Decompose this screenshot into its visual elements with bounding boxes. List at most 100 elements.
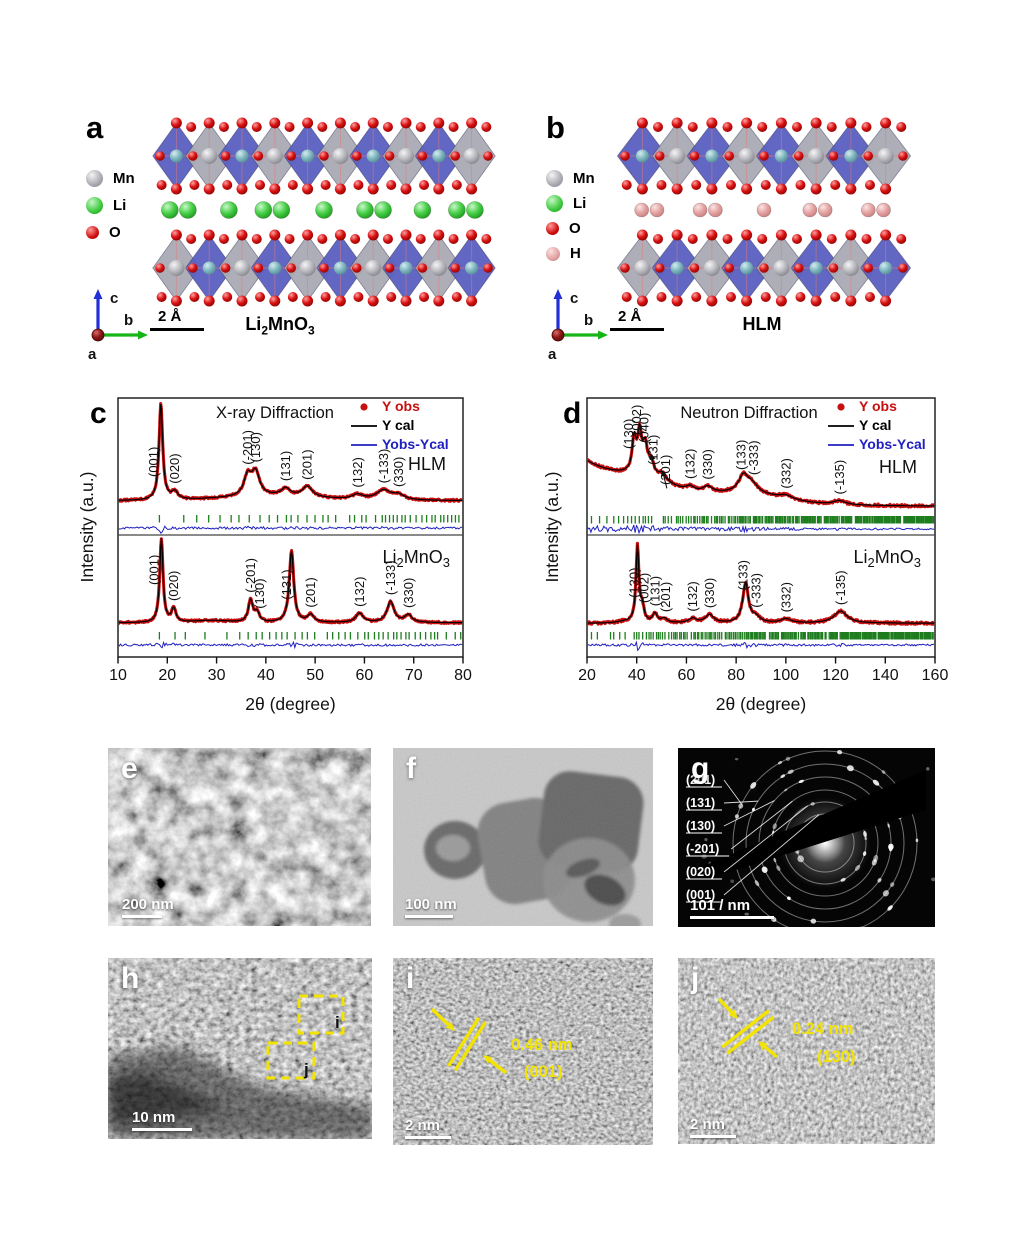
svg-text:i: i: [335, 1013, 340, 1032]
panel-e-sem-image: e 200 nm: [108, 748, 371, 926]
panel-a-scalebar: 2 Å: [150, 308, 204, 331]
svg-text:Y obs: Y obs: [382, 398, 420, 414]
svg-text:80: 80: [454, 667, 472, 684]
svg-text:(332): (332): [778, 458, 793, 488]
svg-text:40: 40: [628, 667, 646, 684]
li-sphere-icon: [86, 197, 103, 214]
panel-i-letter: i: [406, 962, 415, 995]
scalebar-bar: [150, 328, 204, 331]
svg-text:60: 60: [678, 667, 696, 684]
svg-text:(-135): (-135): [832, 460, 847, 495]
svg-text:(130): (130): [817, 1048, 856, 1066]
svg-text:Intensity (a.u.): Intensity (a.u.): [543, 472, 562, 583]
panel-j-letter: j: [691, 962, 700, 995]
svg-text:(132): (132): [683, 449, 698, 479]
svg-text:140: 140: [872, 667, 899, 684]
panel-b-scalebar: 2 Å: [610, 308, 664, 331]
scalebar-bar: [132, 1127, 192, 1131]
svg-text:X-ray Diffraction: X-ray Diffraction: [216, 404, 334, 422]
panel-b-letter: b: [546, 110, 565, 145]
svg-text:(-201): (-201): [240, 430, 255, 465]
panel-a-legend: Mn Li O: [86, 170, 135, 241]
svg-text:100: 100: [773, 667, 800, 684]
scalebar-bar: [690, 1134, 736, 1138]
panel-a-letter: a: [86, 110, 104, 145]
svg-text:160: 160: [922, 667, 949, 684]
svg-text:(201): (201): [300, 449, 315, 479]
legend-label-mn: Mn: [573, 170, 595, 187]
svg-text:80: 80: [727, 667, 745, 684]
svg-text:(020): (020): [166, 571, 181, 601]
svg-text:(201): (201): [686, 773, 715, 787]
svg-text:(131): (131): [279, 569, 294, 599]
svg-text:(130): (130): [627, 568, 642, 598]
mn-sphere-icon: [546, 170, 563, 187]
panel-a-caption: Li2MnO3: [245, 314, 315, 338]
legend-item-li: Li: [86, 197, 135, 214]
legend-item-h: H: [546, 245, 595, 262]
panel-e-scalebar: 200 nm: [122, 896, 174, 918]
svg-text:(133): (133): [734, 440, 749, 470]
svg-text:(001): (001): [146, 555, 161, 585]
scalebar-label: 100 nm: [405, 895, 457, 913]
scalebar-bar: [122, 914, 162, 918]
svg-text:40: 40: [257, 667, 275, 684]
o-sphere-icon: [86, 226, 99, 239]
sem-texture: [108, 748, 371, 926]
panel-g-saed-pattern: (201) (131) (130) (-201) (020) (001) g 101 / …: [678, 748, 935, 927]
svg-text:(-333): (-333): [749, 573, 764, 608]
svg-text:30: 30: [208, 667, 226, 684]
tem-particles: [393, 748, 653, 926]
svg-text:2θ (degree): 2θ (degree): [716, 694, 806, 714]
legend-item-li: Li: [546, 195, 595, 212]
svg-text:Li2MnO3: Li2MnO3: [383, 547, 450, 570]
svg-text:10: 10: [109, 667, 127, 684]
svg-text:120: 120: [822, 667, 849, 684]
svg-text:(330): (330): [391, 457, 406, 487]
svg-text:HLM: HLM: [879, 457, 917, 477]
svg-text:(131): (131): [647, 576, 662, 606]
svg-text:(001): (001): [686, 888, 715, 902]
svg-text:Yobs-Ycal: Yobs-Ycal: [382, 436, 449, 452]
panel-i-hrtem-lattice: 0.46 nm (001) i 2 nm: [393, 958, 653, 1145]
svg-text:j: j: [303, 1060, 309, 1079]
legend-label-li: Li: [113, 197, 127, 214]
svg-text:(131): (131): [646, 435, 661, 465]
panel-h-letter: h: [121, 962, 140, 995]
svg-text:(130): (130): [621, 419, 636, 449]
svg-text:(332): (332): [778, 582, 793, 612]
svg-text:(130): (130): [248, 432, 263, 462]
svg-text:d: d: [563, 397, 581, 430]
svg-text:HLM: HLM: [408, 454, 446, 474]
scalebar-bar: [405, 1135, 451, 1139]
svg-text:b: b: [124, 312, 133, 329]
scalebar-bar: [690, 915, 774, 919]
svg-text:(-201): (-201): [686, 842, 719, 856]
scalebar-label: 2 Å: [158, 308, 182, 325]
svg-text:(330): (330): [702, 578, 717, 608]
svg-text:(-133): (-133): [383, 560, 398, 595]
panel-f-scalebar: 100 nm: [405, 895, 457, 918]
svg-text:a: a: [88, 346, 97, 363]
svg-text:(-333): (-333): [746, 440, 761, 475]
svg-text:c: c: [570, 290, 578, 307]
scalebar-label: 101 / nm: [690, 896, 751, 914]
panel-f-letter: f: [406, 752, 416, 785]
svg-text:(131): (131): [686, 796, 715, 810]
scalebar-bar: [610, 328, 664, 331]
svg-text:(-133): (-133): [376, 449, 391, 484]
svg-text:20: 20: [158, 667, 176, 684]
svg-text:0.24 nm: 0.24 nm: [792, 1020, 853, 1038]
panel-b-legend: Mn Li O H: [546, 170, 595, 262]
svg-text:(-135): (-135): [833, 570, 848, 605]
svg-text:(130): (130): [686, 819, 715, 833]
mn-sphere-icon: [86, 170, 103, 187]
panel-b-caption: HLM: [742, 314, 782, 334]
legend-label-h: H: [570, 245, 581, 262]
scalebar-label: 2 nm: [405, 1116, 441, 1134]
panel-i-scalebar: 2 nm: [405, 1116, 451, 1139]
svg-text:Y cal: Y cal: [859, 417, 891, 433]
legend-label-mn: Mn: [113, 170, 135, 187]
